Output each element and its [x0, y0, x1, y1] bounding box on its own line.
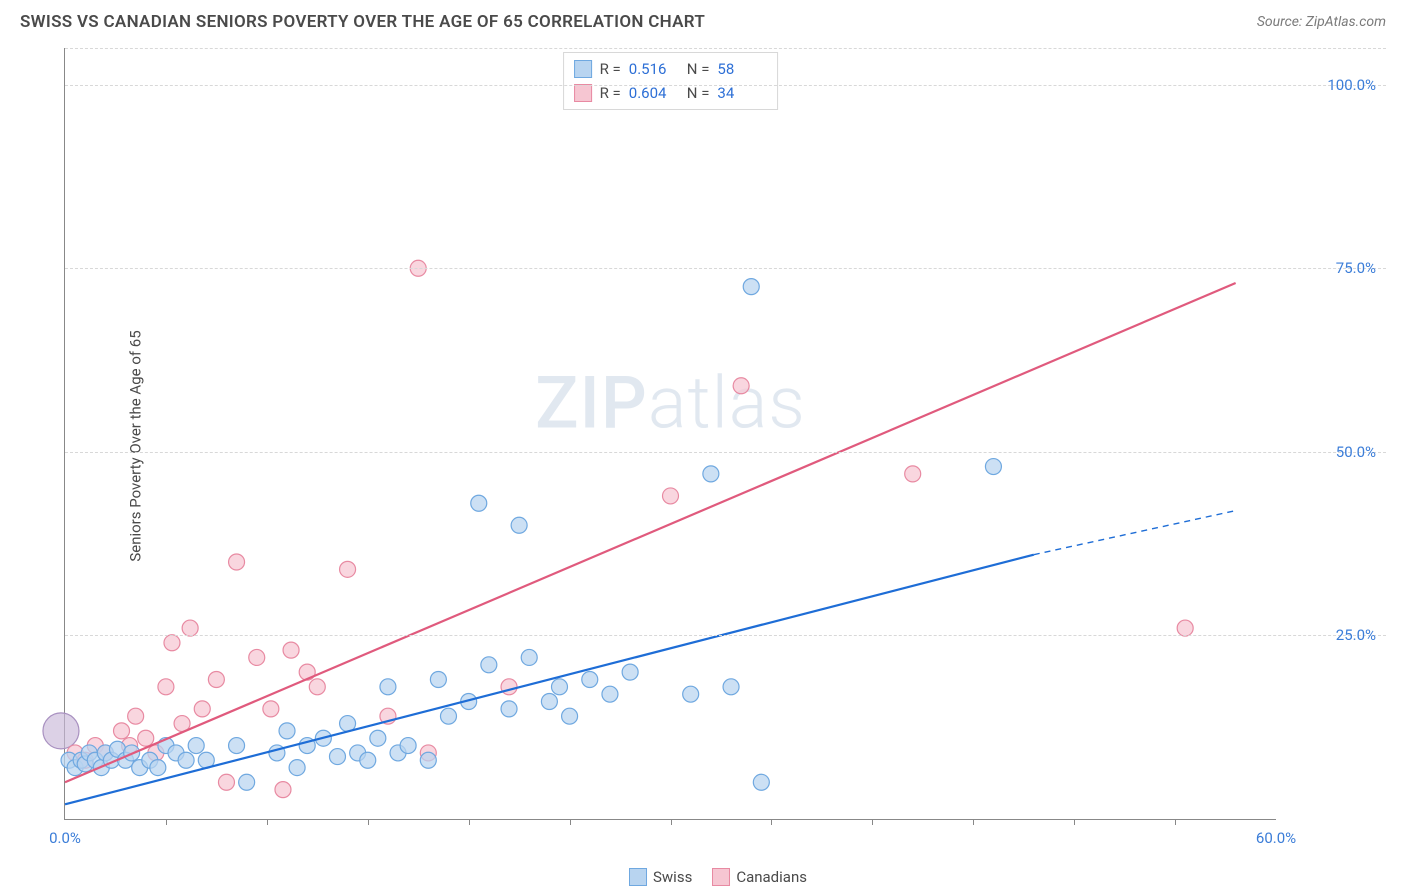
xtick [771, 819, 772, 825]
marker-swiss [380, 679, 396, 695]
swatch-icon [712, 868, 730, 886]
marker-canadians [128, 708, 144, 724]
stats-r-value: 0.516 [629, 57, 679, 81]
swatch-icon [574, 84, 592, 102]
xtick [166, 819, 167, 825]
marker-canadians [905, 466, 921, 482]
marker-swiss [229, 738, 245, 754]
legend-item: Canadians [712, 868, 807, 886]
regression-swiss-dash [1034, 511, 1236, 555]
xtick [570, 819, 571, 825]
marker-canadians [733, 378, 749, 394]
marker-canadians [158, 679, 174, 695]
xtick-label: 0.0% [49, 829, 81, 847]
marker-canadians [182, 620, 198, 636]
marker-swiss [582, 671, 598, 687]
marker-swiss [562, 708, 578, 724]
source-credit: Source: ZipAtlas.com [1257, 14, 1386, 30]
xtick [1074, 819, 1075, 825]
marker-swiss [723, 679, 739, 695]
marker-swiss [150, 760, 166, 776]
marker-canadians [218, 774, 234, 790]
marker-swiss [541, 694, 557, 710]
marker-swiss [602, 686, 618, 702]
regression-canadians [65, 283, 1236, 782]
marker-canadians [249, 649, 265, 665]
legend-item: Swiss [629, 868, 692, 886]
ytick-label: 75.0% [1286, 259, 1376, 277]
marker-swiss [430, 671, 446, 687]
stats-n-value: 58 [717, 57, 767, 81]
chart-container: Seniors Poverty Over the Age of 65 ZIPat… [50, 48, 1386, 844]
marker-swiss [279, 723, 295, 739]
marker-canadians [283, 642, 299, 658]
ytick-label: 25.0% [1286, 626, 1376, 644]
xtick [1175, 819, 1176, 825]
marker-canadians [340, 561, 356, 577]
scatter-svg [65, 48, 1276, 819]
marker-swiss [521, 649, 537, 665]
marker-canadians [309, 679, 325, 695]
marker-canadians [208, 671, 224, 687]
marker-swiss [703, 466, 719, 482]
marker-canadians [275, 782, 291, 798]
marker-canadians [138, 730, 154, 746]
marker-swiss [370, 730, 386, 746]
gridline-h [65, 268, 1386, 269]
marker-swiss [239, 774, 255, 790]
gridline-h [65, 635, 1386, 636]
marker-swiss [753, 774, 769, 790]
ytick-label: 50.0% [1286, 443, 1376, 461]
legend-label: Canadians [736, 868, 807, 886]
ytick-label: 100.0% [1286, 76, 1376, 94]
marker-swiss [440, 708, 456, 724]
marker-canadians [194, 701, 210, 717]
stats-r-label: R = [600, 57, 621, 81]
marker-canadians [164, 635, 180, 651]
marker-swiss [178, 752, 194, 768]
xtick [973, 819, 974, 825]
marker-swiss [481, 657, 497, 673]
marker-canadians [1177, 620, 1193, 636]
swatch-icon [574, 60, 592, 78]
marker-swiss [289, 760, 305, 776]
marker-swiss [420, 752, 436, 768]
marker-swiss [985, 459, 1001, 475]
legend-label: Swiss [653, 868, 692, 886]
gridline-h [65, 48, 1386, 49]
stats-box: R =0.516N =58R =0.604N =34 [563, 52, 779, 110]
xtick [469, 819, 470, 825]
marker-canadians [229, 554, 245, 570]
marker-swiss [551, 679, 567, 695]
marker-swiss [188, 738, 204, 754]
marker-swiss [400, 738, 416, 754]
marker-swiss [501, 701, 517, 717]
marker-swiss [622, 664, 638, 680]
marker-swiss [511, 517, 527, 533]
gridline-h [65, 85, 1386, 86]
gridline-h [65, 452, 1386, 453]
marker-swiss [329, 749, 345, 765]
marker-swiss [471, 495, 487, 511]
stats-n-label: N = [687, 57, 710, 81]
marker-swiss [360, 752, 376, 768]
legend-bottom: Swiss Canadians [629, 868, 807, 886]
plot-area: ZIPatlas R =0.516N =58R =0.604N =34 25.0… [64, 48, 1276, 820]
xtick [368, 819, 369, 825]
marker-swiss [743, 279, 759, 295]
marker-canadians [114, 723, 130, 739]
xtick-label: 60.0% [1256, 829, 1296, 847]
chart-title: SWISS VS CANADIAN SENIORS POVERTY OVER T… [20, 12, 705, 32]
marker-swiss [683, 686, 699, 702]
xtick [267, 819, 268, 825]
stats-row-swiss: R = 0.516 N = 58 [574, 57, 768, 81]
marker-canadians [263, 701, 279, 717]
xtick [872, 819, 873, 825]
marker-large [43, 713, 79, 749]
xtick [671, 819, 672, 825]
swatch-icon [629, 868, 647, 886]
marker-canadians [663, 488, 679, 504]
